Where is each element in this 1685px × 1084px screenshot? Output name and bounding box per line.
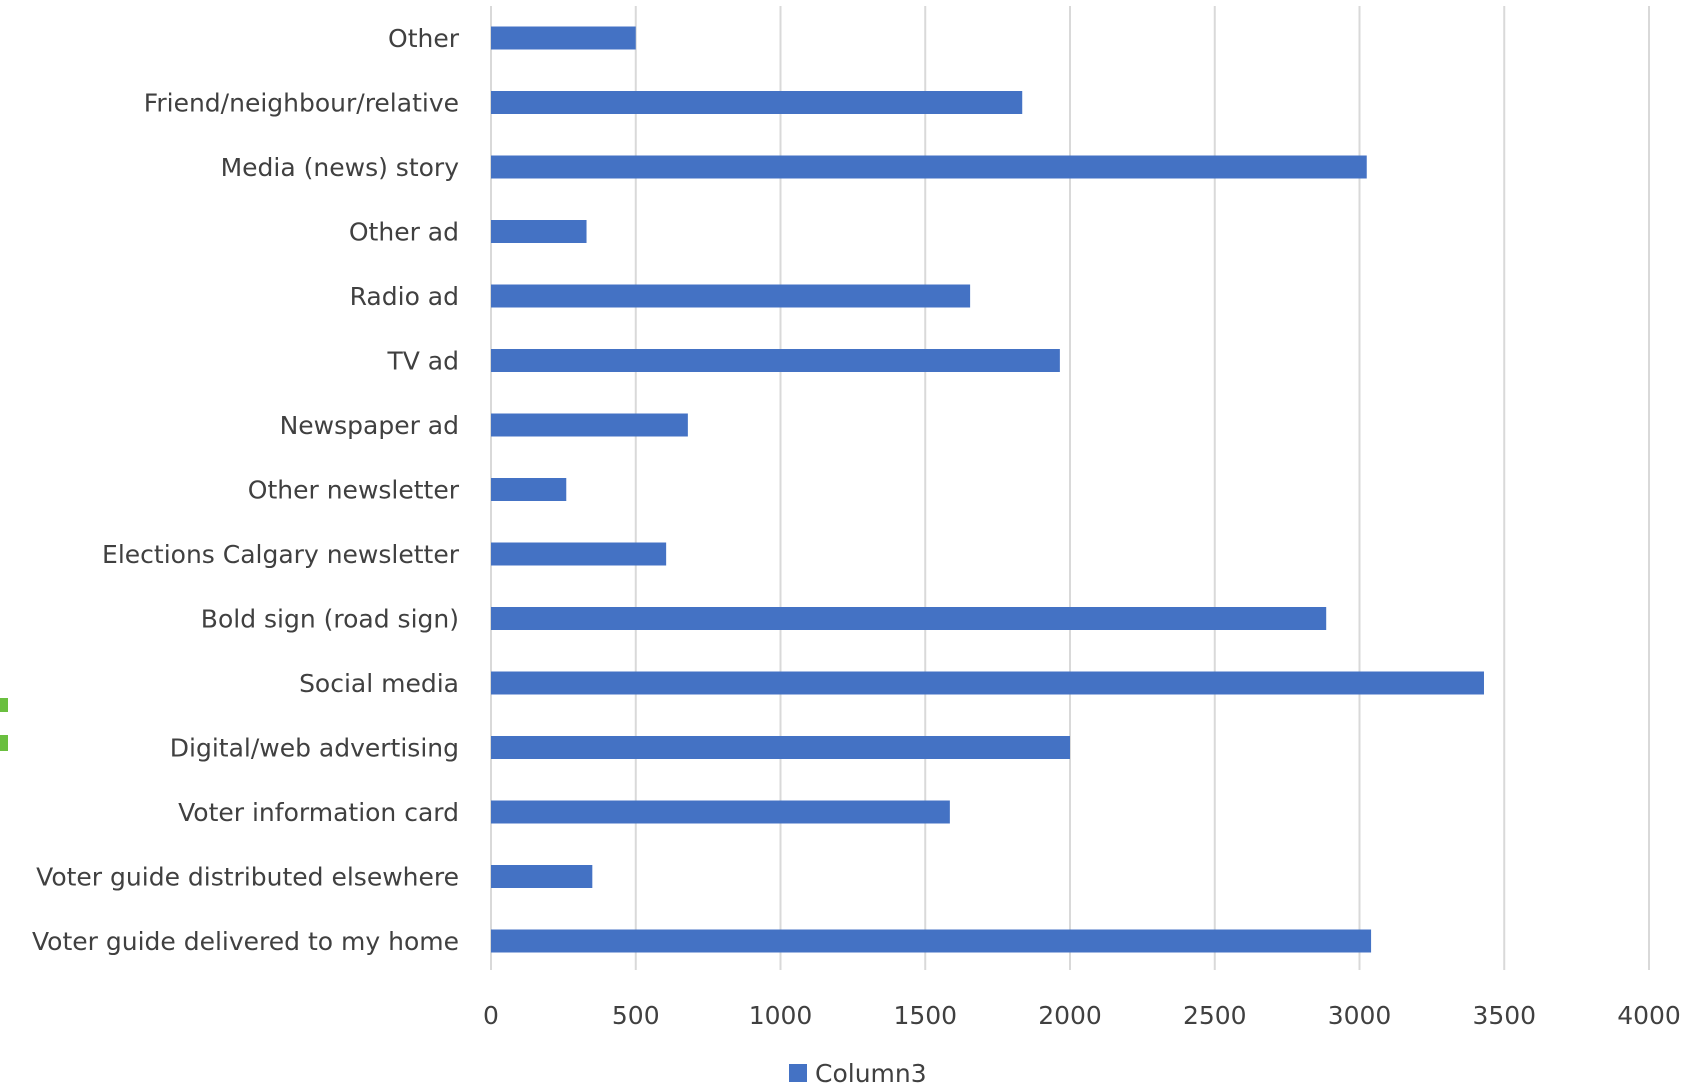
- category-label: Other ad: [349, 218, 459, 247]
- bar: [491, 607, 1327, 630]
- x-tick-label: 3500: [1472, 1001, 1536, 1030]
- category-label: Media (news) story: [221, 153, 460, 182]
- x-tick-label: 1500: [893, 1001, 957, 1030]
- bar: [491, 91, 1023, 114]
- bars: [491, 26, 1484, 953]
- bar: [491, 736, 1070, 759]
- category-label: Radio ad: [350, 282, 459, 311]
- category-label: Elections Calgary newsletter: [102, 540, 460, 569]
- x-tick-label: 4000: [1617, 1001, 1681, 1030]
- x-tick-label: 2500: [1183, 1001, 1247, 1030]
- bar: [491, 155, 1367, 179]
- legend: Column3: [789, 1059, 927, 1084]
- x-axis-tick-labels: 0 500 1000 1500 2000 2500 3000 3500 4000: [483, 1001, 1681, 1030]
- legend-swatch: [789, 1064, 807, 1082]
- bar: [491, 284, 971, 308]
- green-edge-mark: [0, 698, 8, 751]
- category-label: Digital/web advertising: [170, 734, 459, 763]
- x-tick-label: 3000: [1328, 1001, 1392, 1030]
- bar: [491, 542, 667, 566]
- category-labels: Other Friend/neighbour/relative Media (new…: [32, 24, 460, 956]
- category-label: Voter guide distributed elsewhere: [36, 863, 459, 892]
- category-label: Other newsletter: [248, 476, 460, 505]
- category-label: Other: [388, 24, 460, 53]
- bar: [491, 478, 567, 501]
- x-tick-label: 2000: [1038, 1001, 1102, 1030]
- bar: [491, 26, 636, 50]
- x-tick-label: 500: [612, 1001, 660, 1030]
- category-label: Voter guide delivered to my home: [32, 927, 459, 956]
- category-label: Friend/neighbour/relative: [144, 89, 459, 118]
- x-tick-label: 0: [483, 1001, 499, 1030]
- category-label: Voter information card: [178, 798, 459, 827]
- bar: [491, 349, 1060, 372]
- category-label: Bold sign (road sign): [201, 605, 459, 634]
- category-label: Newspaper ad: [280, 411, 459, 440]
- category-label: Social media: [299, 669, 459, 698]
- bar: [491, 671, 1484, 695]
- legend-label: Column3: [815, 1059, 927, 1084]
- x-tick-label: 1000: [749, 1001, 813, 1030]
- gridlines: [490, 6, 1650, 970]
- bar: [491, 800, 950, 824]
- category-label: TV ad: [386, 347, 459, 376]
- bar: [491, 865, 593, 888]
- bar: [491, 413, 688, 437]
- bar: [491, 220, 587, 243]
- bar: [491, 929, 1372, 953]
